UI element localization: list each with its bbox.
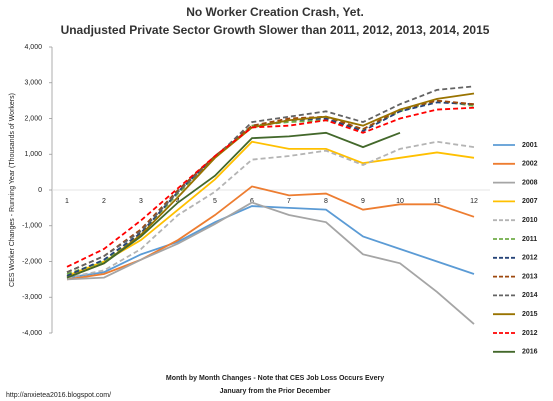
series-line xyxy=(66,201,475,325)
y-tick-label: 3,000 xyxy=(24,80,42,87)
series-line xyxy=(66,140,475,279)
x-tick-label: 6 xyxy=(250,198,254,205)
x-tick-label: 8 xyxy=(324,198,328,205)
chart-title: No Worker Creation Crash, Yet. xyxy=(186,5,364,19)
x-tick-label: 11 xyxy=(433,198,440,205)
y-tick-label: 0 xyxy=(38,187,42,194)
legend-label: 2010 xyxy=(522,217,538,224)
series-line xyxy=(66,101,475,277)
source: http://anxietea2016.blogspot.com/ xyxy=(6,392,111,399)
x-tick-label: 2 xyxy=(102,198,106,205)
y-tick-label: -1,000 xyxy=(22,223,42,230)
y-tick-label: -3,000 xyxy=(22,294,42,301)
x-tick-label: 5 xyxy=(213,198,217,205)
legend-label: 2015 xyxy=(522,311,538,318)
y-tick-label: -4,000 xyxy=(22,330,42,337)
chart-subtitle: Unadjusted Private Sector Growth Slower … xyxy=(61,23,490,37)
legend-label: 2008 xyxy=(522,179,538,186)
y-tick-label: 4,000 xyxy=(24,44,42,51)
series-line xyxy=(66,131,401,279)
x-tick-label: 1 xyxy=(65,198,69,205)
y-tick-label: 2,000 xyxy=(24,115,42,122)
series-line xyxy=(66,140,475,277)
x-tick-label: 10 xyxy=(396,198,404,205)
legend-label: 2012 xyxy=(522,330,538,337)
legend-label: 2012 xyxy=(522,255,538,262)
y-axis-title: CES Worker Changes - Running Year (Thous… xyxy=(9,93,16,287)
legend-label: 2014 xyxy=(522,292,538,299)
series-line xyxy=(66,92,475,279)
legend-label: 2001 xyxy=(522,142,538,149)
legend-label: 2011 xyxy=(522,236,537,243)
x-tick-label: 12 xyxy=(470,198,478,205)
series-line xyxy=(66,85,475,274)
legend-label: 2002 xyxy=(522,161,538,168)
legend-label: 2007 xyxy=(522,198,538,205)
y-tick-label: 1,000 xyxy=(24,151,42,158)
series-line xyxy=(66,205,475,279)
x-tick-label: 9 xyxy=(361,198,365,205)
x-axis-title: Month by Month Changes - Note that CES J… xyxy=(166,375,384,382)
legend-label: 2013 xyxy=(522,273,538,280)
series-line xyxy=(66,106,475,268)
y-tick-label: -2,000 xyxy=(22,258,42,265)
x-tick-label: 4 xyxy=(176,198,180,205)
x-axis-title: January from the Prior December xyxy=(220,388,331,395)
x-tick-label: 3 xyxy=(139,198,143,205)
x-tick-label: 7 xyxy=(287,198,291,205)
legend-label: 2016 xyxy=(522,349,538,356)
